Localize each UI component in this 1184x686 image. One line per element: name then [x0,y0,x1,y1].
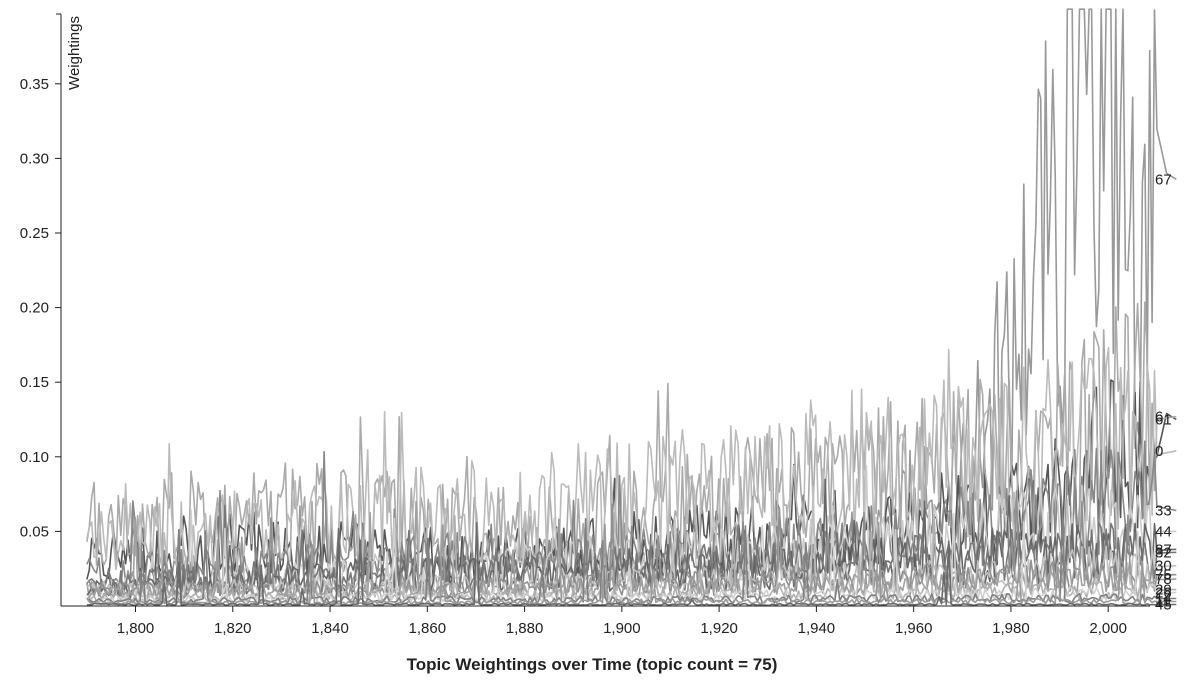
y-tick-label: 0.10 [20,449,49,466]
series-label-44: 44 [1155,523,1172,540]
x-tick-label: 1,860 [409,620,447,637]
series-label-78: 78 [1155,571,1172,588]
series-label-61: 61 [1155,412,1172,429]
series-line-75 [86,490,1177,600]
x-tick-label: 1,960 [895,620,933,637]
series-label-6: 6 [1155,409,1163,426]
series-line-45 [86,522,1177,607]
series-label-67: 67 [1155,171,1172,188]
x-tick-label: 2,000 [1089,620,1127,637]
x-tick-label: 1,940 [798,620,836,637]
series-lines [86,8,1177,607]
series-line-11 [86,518,1177,606]
series-label-14: 14 [1155,591,1172,608]
series-label-0: 0 [1155,443,1163,460]
series-label-26: 26 [1155,585,1172,602]
series-label-33: 33 [1155,503,1172,520]
x-tick-label: 1,800 [117,620,155,637]
y-tick-label: 0.15 [20,374,49,391]
series-label-32: 32 [1155,544,1172,561]
x-tick-label: 1,980 [992,620,1030,637]
topic-weightings-chart: 0.05 0.10 0.15 0.20 0.25 0.30 0.35 1,800 1,820 1,… [20,8,1177,637]
x-tick-label: 1,920 [700,620,738,637]
x-tick-label: 1,820 [214,620,252,637]
series-line-32 [86,504,1177,596]
y-axis-title: Weightings [66,16,83,90]
y-tick-label: 0.30 [20,150,49,167]
x-tick-label: 1,840 [311,620,349,637]
axes: 0.05 0.10 0.15 0.20 0.25 0.30 0.35 1,800 1,820 1,… [20,13,1150,637]
y-tick-label: 0.20 [20,300,49,317]
chart-title: Topic Weightings over Time (topic count … [406,655,778,674]
series-label-11: 11 [1155,594,1171,611]
series-line-14 [86,511,1177,605]
y-tick-label: 0.25 [20,225,49,242]
series-label-29: 29 [1155,582,1172,599]
series-label-75: 75 [1155,567,1172,584]
series-label-45: 45 [1155,597,1172,614]
y-tick-label: 0.35 [20,76,49,93]
series-label-30: 30 [1155,558,1172,575]
x-tick-label: 1,880 [506,620,544,637]
series-label-87: 87 [1155,541,1172,558]
x-tick-label: 1,900 [603,620,641,637]
y-tick-label: 0.05 [20,523,49,540]
